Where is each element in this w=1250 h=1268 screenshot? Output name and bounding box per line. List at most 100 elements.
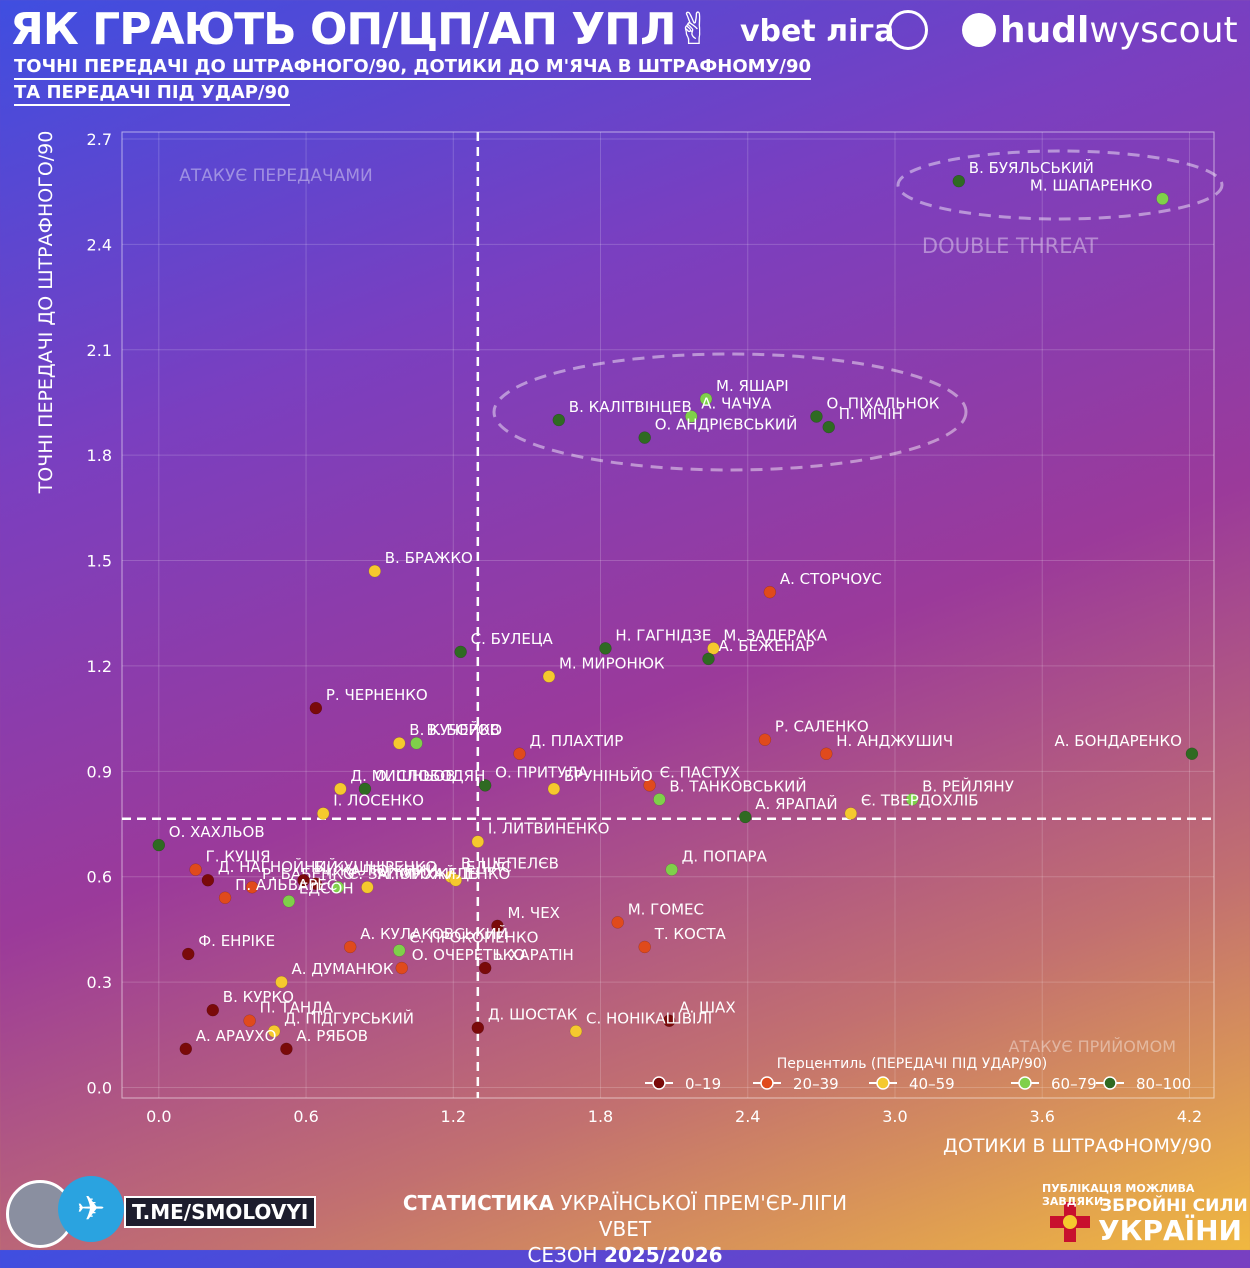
data-point — [182, 947, 195, 961]
point-label: Р. БАБЕНКО — [262, 865, 355, 883]
point-label: Н. АНДЖУШИЧ — [836, 732, 953, 750]
legend-label: 40–59 — [909, 1075, 955, 1093]
point-label: О. ПРИТУЛА — [495, 763, 588, 781]
point-label: М. ЯШАРІ — [716, 377, 789, 395]
point-label: Д. ШОСТАК — [488, 1006, 578, 1024]
sponsor-caption: ПУБЛІКАЦІЯ МОЖЛИВА ЗАВДЯКИ: — [1042, 1182, 1195, 1208]
brand-rest: wyscout — [1089, 10, 1238, 51]
point-label: Є. ЗАПОРОЖЕЦЬ — [348, 865, 479, 883]
point-label: М. ЗАДЕРАКА — [723, 626, 828, 644]
data-point — [395, 961, 408, 975]
legend-marker — [652, 1076, 666, 1090]
telegram-icon[interactable]: ✈ — [58, 1176, 124, 1242]
data-point — [1185, 747, 1199, 761]
point-label: В. ТАНКОВСЬКИЙ — [669, 776, 806, 795]
point-label: І. ЛИТВИНЕНКО — [488, 820, 610, 838]
data-point — [699, 392, 713, 406]
point-label: Б. КУШНІРЕНКО — [314, 858, 438, 876]
point-label: П. ТАНДА — [260, 999, 334, 1017]
y-axis-label: ТОЧНІ ПЕРЕДАЧІ ДО ШТРАФНОГО/90 — [35, 131, 57, 495]
data-point — [309, 701, 323, 715]
x-tick-label: 3.0 — [882, 1107, 907, 1126]
point-label: О. АНДРІЄВСЬКИЙ — [655, 415, 798, 434]
brand-bold: hudl — [1000, 10, 1090, 51]
page-title: ЯК ГРАЮТЬ ОП/ЦП/АП УПЛ✌ — [10, 4, 712, 55]
point-label: В. КУРКО — [223, 988, 294, 1006]
y-tick-label: 0.6 — [87, 868, 112, 887]
point-label: В. РЕЙЛЯНУ — [922, 776, 1014, 795]
data-point — [739, 810, 752, 824]
point-label: А. КУЛАКОВСЬКИЙ — [360, 924, 508, 943]
point-label: М. МИРОНЮК — [559, 654, 665, 672]
data-point — [267, 1025, 281, 1038]
data-point — [702, 652, 715, 666]
point-label: М. МИХАЙЛЕНКО — [377, 864, 510, 883]
data-point — [393, 736, 406, 750]
x-tick-label: 4.2 — [1177, 1107, 1202, 1126]
point-label: О. СЛОБОДЯН — [375, 767, 485, 785]
y-tick-label: 2.1 — [87, 341, 112, 360]
point-label: Г. КУЦІЯ — [206, 848, 271, 866]
data-point — [218, 891, 232, 905]
point-label: С. НОНІКАШВІЛІ — [586, 1009, 712, 1027]
point-label: М. ЧЕХ — [507, 904, 560, 922]
quadrant-bottom-right: АТАКУЄ ПРИЙОМОМ — [1009, 1037, 1176, 1056]
telegram-link[interactable]: T.ME/SMOLOVYI — [124, 1196, 317, 1228]
data-point — [410, 736, 423, 750]
data-point — [547, 782, 561, 796]
data-point — [665, 863, 678, 876]
data-point — [343, 940, 357, 954]
point-label: Д. НАГНОЙНИЙ — [218, 857, 338, 876]
data-point — [316, 807, 330, 820]
point-label: М. ГОМЕС — [628, 900, 704, 918]
point-label: Ф. ЕНРІКЕ — [198, 932, 275, 950]
point-label: Р. ЧЕРНЕНКО — [326, 686, 428, 704]
subtitle-line-1: ТОЧНІ ПЕРЕДАЧІ ДО ШТРАФНОГО/90, ДОТИКИ Д… — [14, 56, 812, 80]
data-point — [243, 1014, 256, 1027]
x-tick-label: 1.2 — [441, 1107, 466, 1126]
data-point — [478, 779, 492, 792]
data-point — [491, 919, 504, 933]
data-point — [905, 793, 919, 806]
x-axis-label: ДОТИКИ В ШТРАФНОМУ/90 — [943, 1135, 1212, 1157]
point-label: А. СТОРЧОУС — [780, 570, 882, 588]
data-point — [152, 838, 166, 852]
data-point — [552, 413, 566, 427]
y-tick-label: 1.5 — [87, 552, 112, 571]
legend-label: 20–39 — [793, 1075, 839, 1093]
point-label: Д. МИШНЬОВ — [350, 767, 455, 785]
season-label: СЕЗОН — [527, 1243, 598, 1267]
data-point — [471, 1021, 485, 1034]
point-label: В. ШЕПЕЛЄВ — [461, 855, 559, 873]
title-text: ЯК ГРАЮТЬ ОП/ЦП/АП УПЛ — [10, 4, 677, 55]
sponsor-name-1: ЗБРОЙНІ СИЛИ — [1100, 1196, 1248, 1216]
x-tick-label: 1.8 — [588, 1107, 613, 1126]
data-point — [297, 873, 310, 887]
data-point — [707, 642, 720, 655]
point-label: І. ХАРАТІН — [495, 946, 574, 964]
point-label: Є. ПАСТУХ — [660, 763, 741, 781]
chart-axes: 0.0 0.6 1.2 1.8 2.4 3.0 3.6 4.2 0.0 0.3 0.6 0.9 1.2 1… — [35, 130, 1224, 1157]
data-point — [393, 944, 406, 957]
point-label: В. БУЯЛЬСЬКИЙ — [969, 158, 1094, 177]
y-tick-label: 1.2 — [87, 657, 112, 676]
point-label: Д. ПІДГУРСЬКИЙ — [284, 1008, 414, 1027]
data-point — [245, 880, 259, 894]
point-label: П. АЛЬВАРЕС — [235, 876, 337, 894]
footer-bold: СТАТИСТИКА — [402, 1191, 554, 1215]
legend-title: Перцентиль (ПЕРЕДАЧІ ПІД УДАР/90) — [777, 1056, 1048, 1072]
chart-legend: Перцентиль (ПЕРЕДАЧІ ПІД УДАР/90) 0–19 20–… — [645, 1056, 1191, 1093]
data-point — [309, 877, 323, 890]
point-label: Р. САЛЕНКО — [775, 718, 869, 736]
subtitle-line-2: ТА ПЕРЕДАЧІ ПІД УДАР/90 — [14, 82, 290, 106]
data-point — [822, 420, 835, 434]
data-point — [331, 880, 345, 894]
data-point — [513, 747, 526, 761]
point-label: П. МІЧІН — [839, 405, 903, 423]
x-tick-label: 3.6 — [1029, 1107, 1054, 1126]
point-label: А. АРАУХО — [196, 1027, 277, 1045]
legend-marker — [1018, 1076, 1032, 1090]
point-label: Т. КОСТА — [654, 925, 727, 943]
